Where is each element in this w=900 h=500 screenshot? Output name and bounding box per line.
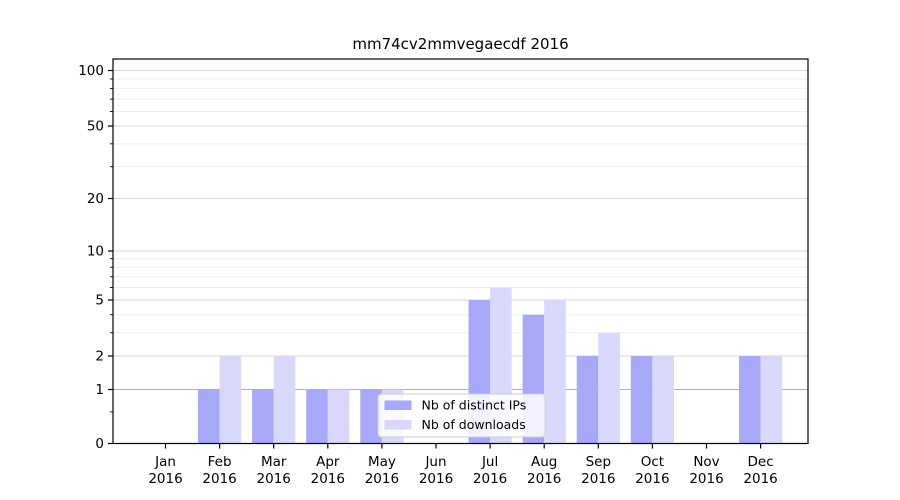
legend-box [377,393,546,438]
bar-downloads-mar [273,356,296,444]
x-tick-label-year: 2016 [202,471,236,487]
bar-downloads-aug [544,300,566,444]
bar-distinct-ips-dec [739,356,761,444]
y-tick-label: 1 [95,382,104,398]
bar-distinct-ips-oct [630,356,653,444]
x-tick-label-year: 2016 [365,471,399,487]
x-tick-label-month: Feb [208,454,232,470]
bar-distinct-ips-feb [198,389,220,444]
y-tick-label: 50 [87,119,104,135]
bar-downloads-feb [219,356,242,444]
legend-label-downloads: Nb of downloads [422,417,526,432]
bar-distinct-ips-sep [576,356,599,444]
bar-downloads-oct [652,356,674,444]
y-tick-label: 100 [78,63,104,79]
legend: Nb of distinct IPs Nb of downloads [377,393,546,438]
x-tick-label-year: 2016 [743,471,777,487]
x-tick-label-year: 2016 [473,471,507,487]
x-tick-label-year: 2016 [311,471,345,487]
x-tick-label-year: 2016 [257,471,291,487]
axis-layer: 0125102050100Jan2016Feb2016Mar2016Apr201… [78,58,809,487]
legend-label-distinct-ips: Nb of distinct IPs [422,398,527,413]
legend-swatch-downloads [384,420,412,430]
bar-distinct-ips-mar [252,389,274,444]
x-tick-label-month: Oct [641,454,664,470]
grid-layer [113,70,808,390]
bar-distinct-ips-apr [306,389,328,444]
x-tick-label-month: Mar [261,454,287,470]
y-tick-label: 0 [95,436,104,452]
x-tick-label-year: 2016 [419,471,453,487]
x-tick-label-month: Apr [316,454,340,470]
x-tick-label-month: Sep [586,454,611,470]
y-tick-label: 10 [87,244,104,260]
y-tick-label: 20 [87,191,104,207]
x-tick-label-year: 2016 [689,471,723,487]
x-tick-label-month: May [368,454,396,470]
bar-distinct-ips-may [360,389,382,444]
bar-layer [198,287,783,444]
x-tick-label-month: Dec [748,454,774,470]
x-tick-label-month: Jul [481,454,498,470]
chart-title: mm74cv2mmvegaecdf 2016 [352,35,568,53]
x-tick-label-month: Nov [693,454,719,470]
y-tick-label: 5 [95,293,104,309]
bar-downloads-apr [327,389,350,444]
x-tick-label-month: Aug [531,454,557,470]
y-tick-label: 2 [95,349,104,365]
x-tick-label-year: 2016 [527,471,561,487]
x-tick-label-month: Jan [154,454,176,470]
x-tick-label-year: 2016 [148,471,182,487]
bar-downloads-dec [760,356,783,444]
x-tick-label-year: 2016 [635,471,669,487]
x-tick-label-year: 2016 [581,471,615,487]
bar-downloads-sep [598,332,620,444]
x-tick-label-month: Jun [424,454,446,470]
legend-swatch-distinct-ips [384,400,412,410]
